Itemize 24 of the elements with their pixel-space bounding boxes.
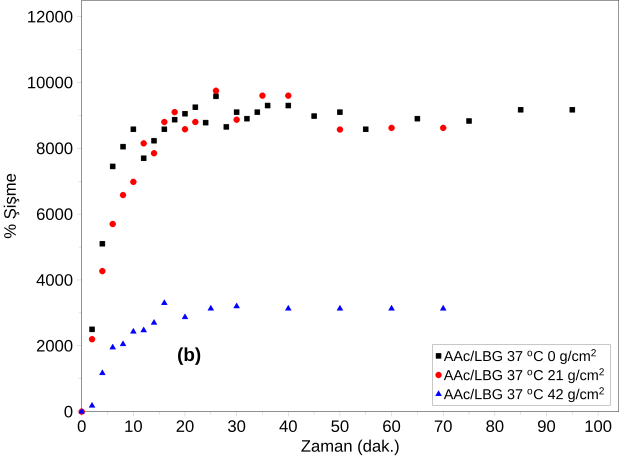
x-tick-label: 80 [486, 420, 504, 432]
x-tick-label: 70 [434, 420, 452, 432]
y-tick-label: 2000 [36, 340, 72, 352]
x-tick-label: 20 [176, 420, 194, 432]
x-tick-label: 50 [331, 420, 348, 432]
y-tick-label: 4000 [36, 274, 72, 286]
x-tick-label: 60 [383, 420, 400, 432]
x-tick-label: 0 [78, 420, 86, 432]
y-tick-label: 10000 [28, 76, 72, 88]
y-tick-label: 8000 [36, 142, 72, 154]
legend-label: AAc/LBG 37 $^{o}$C 0 g/cm$^{2}$ [444, 349, 596, 364]
y-tick-label: 0 [64, 406, 72, 418]
x-tick-label: 40 [279, 420, 297, 432]
annotation: (b) [178, 347, 200, 365]
x-axis-title: Zaman (dak.) [301, 440, 399, 456]
y-tick-label: 12000 [28, 10, 72, 23]
y-tick-label: 6000 [36, 208, 72, 220]
y-axis-title: % Şişme [4, 174, 20, 238]
x-tick-label: 90 [538, 420, 556, 432]
x-tick-label: 10 [125, 420, 142, 432]
x-tick-label: 100 [586, 420, 612, 432]
legend-label: AAc/LBG 37 $^{o}$C 42 g/cm$^{2}$ [444, 387, 604, 402]
legend-label: AAc/LBG 37 $^{o}$C 21 g/cm$^{2}$ [444, 368, 604, 384]
x-tick-label: 30 [228, 420, 246, 432]
